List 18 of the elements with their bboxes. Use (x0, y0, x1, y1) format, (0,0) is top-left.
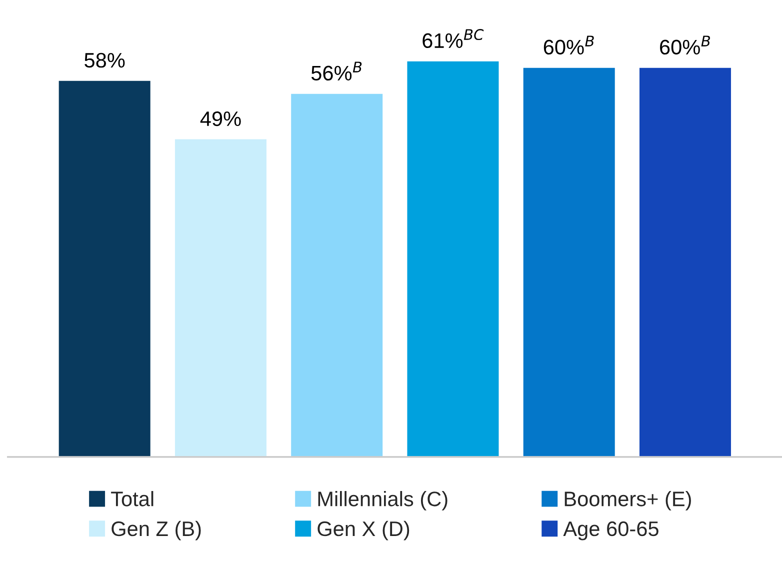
data-label: 49% (200, 111, 241, 126)
legend-label: Age 60-65 (563, 521, 658, 540)
bar (174, 138, 268, 457)
bar (406, 60, 500, 457)
legend-label: Total (111, 491, 154, 506)
data-label: 60%$^{B}$ (544, 36, 594, 55)
data-label: 60%$^{B}$ (660, 36, 710, 55)
bar (290, 92, 384, 457)
data-label: 56%$^{B}$ (311, 62, 362, 81)
data-label: 61%$^{BC}$ (422, 29, 484, 48)
legend-label: Boomers+ (E) (564, 491, 691, 510)
legend-label: Millennials (C) (318, 491, 448, 510)
legend-label: Gen X (D) (318, 520, 410, 540)
bar (57, 79, 152, 457)
legend-label: Gen Z (B) (112, 520, 201, 540)
bar (522, 66, 616, 457)
bar (638, 66, 732, 457)
data-label: 58% (84, 52, 125, 68)
